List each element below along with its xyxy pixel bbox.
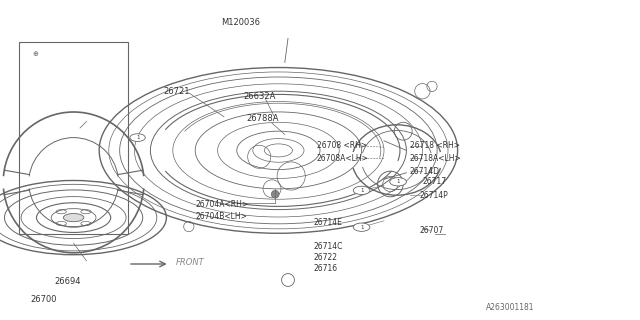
Text: 1: 1 [360,225,364,230]
Circle shape [390,178,406,186]
Text: 26721: 26721 [163,87,189,96]
Text: 26708 <RH>: 26708 <RH> [317,141,367,150]
Text: 26714E: 26714E [314,218,342,227]
Text: 26718 <RH>: 26718 <RH> [410,141,460,150]
Text: 26694: 26694 [54,277,81,286]
Ellipse shape [271,190,279,198]
Text: 26704B<LH>: 26704B<LH> [195,212,247,220]
Text: 26714P: 26714P [419,191,448,200]
Text: 26708A<LH>: 26708A<LH> [317,154,369,163]
Text: 1: 1 [396,179,400,184]
Text: 1: 1 [136,135,140,140]
Text: 26714D: 26714D [410,167,440,176]
Text: 26714C: 26714C [314,242,343,251]
Circle shape [353,223,370,231]
Text: 26704A<RH>: 26704A<RH> [195,200,248,209]
Text: FRONT: FRONT [176,258,205,267]
Ellipse shape [63,213,84,222]
Text: A263001181: A263001181 [486,303,535,312]
Text: 26722: 26722 [314,253,338,262]
Text: 26716: 26716 [314,264,338,273]
Text: 26700: 26700 [31,295,57,304]
Circle shape [130,134,145,141]
Text: ⊕: ⊕ [32,52,38,57]
FancyBboxPatch shape [19,42,128,234]
Circle shape [353,186,370,195]
Text: 26718A<LH>: 26718A<LH> [410,154,461,163]
Text: 26717: 26717 [422,177,447,186]
Text: 26788A: 26788A [246,114,279,123]
Text: 26632A: 26632A [243,92,276,100]
Text: 26707: 26707 [419,226,444,235]
Text: 1: 1 [360,188,364,193]
Text: M120036: M120036 [221,18,260,27]
